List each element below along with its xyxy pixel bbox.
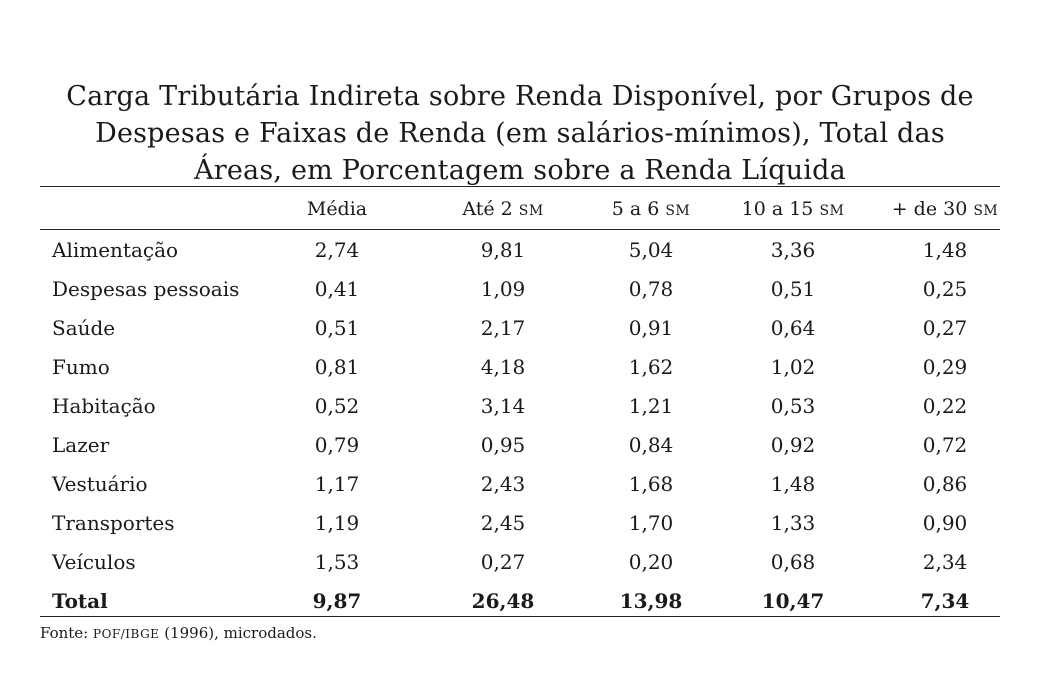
- table-cell: 0,81: [314, 355, 360, 379]
- total-cell: 7,34: [920, 589, 970, 613]
- column-header-10-a-15-sm: 10 a 15 SM: [741, 198, 845, 220]
- table-cell: 1,21: [628, 394, 674, 418]
- table-cell: 3,36: [770, 238, 816, 262]
- total-cell: 13,98: [619, 589, 683, 613]
- table-cell: 0,86: [922, 472, 968, 496]
- table-cell: 1,48: [922, 238, 968, 262]
- table-cell: 1,62: [628, 355, 674, 379]
- table-cell: 2,45: [480, 511, 526, 535]
- table-bottom-rule: [40, 616, 1000, 617]
- row-label: Alimentação: [52, 238, 179, 262]
- table-cell: 1,70: [628, 511, 674, 535]
- table-cell: 2,43: [480, 472, 526, 496]
- table-cell: 0,25: [922, 277, 968, 301]
- table-cell: 0,51: [770, 277, 816, 301]
- table-cell: 0,68: [770, 550, 816, 574]
- table-cell: 0,92: [770, 433, 816, 457]
- total-cell: 10,47: [761, 589, 825, 613]
- table-cell: 1,17: [314, 472, 360, 496]
- table-cell: 0,90: [922, 511, 968, 535]
- row-label: Vestuário: [52, 472, 148, 496]
- table-total-row: Total 9,87 26,48 13,98 10,47 7,34: [40, 581, 1000, 621]
- column-header-media: Média: [306, 198, 368, 220]
- table-row: Lazer 0,79 0,95 0,84 0,92 0,72: [40, 425, 1000, 465]
- table-cell: 0,53: [770, 394, 816, 418]
- row-label: Veículos: [52, 550, 136, 574]
- table-cell: 5,04: [628, 238, 674, 262]
- table-header-row: Média Até 2 SM 5 a 6 SM 10 a 15 SM + de …: [40, 188, 1000, 228]
- table-cell: 0,52: [314, 394, 360, 418]
- table-row: Alimentação 2,74 9,81 5,04 3,36 1,48: [40, 230, 1000, 270]
- table-row: Fumo 0,81 4,18 1,62 1,02 0,29: [40, 347, 1000, 387]
- table-row: Saúde 0,51 2,17 0,91 0,64 0,27: [40, 308, 1000, 348]
- table-cell: 0,95: [480, 433, 526, 457]
- table-row: Despesas pessoais 0,41 1,09 0,78 0,51 0,…: [40, 269, 1000, 309]
- column-header-5-a-6-sm: 5 a 6 SM: [611, 198, 691, 220]
- table-cell: 0,84: [628, 433, 674, 457]
- row-label: Despesas pessoais: [52, 277, 240, 301]
- table-cell: 2,34: [922, 550, 968, 574]
- total-cell: 9,87: [312, 589, 362, 613]
- table-cell: 1,48: [770, 472, 816, 496]
- table-cell: 0,22: [922, 394, 968, 418]
- row-label: Fumo: [52, 355, 110, 379]
- table-cell: 0,51: [314, 316, 360, 340]
- title-line: Carga Tributária Indireta sobre Renda Di…: [66, 81, 974, 112]
- table-cell: 0,72: [922, 433, 968, 457]
- table-cell: 0,91: [628, 316, 674, 340]
- total-cell: 26,48: [471, 589, 535, 613]
- row-label: Transportes: [52, 511, 175, 535]
- table-cell: 1,19: [314, 511, 360, 535]
- table-cell: 0,20: [628, 550, 674, 574]
- row-label: Lazer: [52, 433, 110, 457]
- total-label: Total: [52, 589, 108, 613]
- title-line: Áreas, em Porcentagem sobre a Renda Líqu…: [194, 155, 846, 186]
- table-cell: 0,79: [314, 433, 360, 457]
- table-cell: 1,02: [770, 355, 816, 379]
- table-cell: 1,33: [770, 511, 816, 535]
- table-row: Habitação 0,52 3,14 1,21 0,53 0,22: [40, 386, 1000, 426]
- table-cell: 1,09: [480, 277, 526, 301]
- table-cell: 0,41: [314, 277, 360, 301]
- table-cell: 0,78: [628, 277, 674, 301]
- table-cell: 1,53: [314, 550, 360, 574]
- table-cell: 0,64: [770, 316, 816, 340]
- table-row: Veículos 1,53 0,27 0,20 0,68 2,34: [40, 542, 1000, 582]
- table-cell: 2,74: [314, 238, 360, 262]
- table-cell: 1,68: [628, 472, 674, 496]
- title-line: Despesas e Faixas de Renda (em salários-…: [95, 118, 945, 149]
- table-cell: 0,27: [480, 550, 526, 574]
- table-cell: 4,18: [480, 355, 526, 379]
- table-top-rule: [40, 186, 1000, 187]
- table-header-rule: [40, 229, 1000, 230]
- table-row: Transportes 1,19 2,45 1,70 1,33 0,90: [40, 503, 1000, 543]
- row-label: Saúde: [52, 316, 116, 340]
- table-cell: 0,27: [922, 316, 968, 340]
- table-cell: 0,29: [922, 355, 968, 379]
- table-row: Vestuário 1,17 2,43 1,68 1,48 0,86: [40, 464, 1000, 504]
- column-header-ate-2-sm: Até 2 SM: [462, 198, 544, 220]
- column-header-mais-de-30-sm: + de 30 SM: [891, 198, 999, 220]
- table-cell: 2,17: [480, 316, 526, 340]
- table-cell: 3,14: [480, 394, 526, 418]
- table-title: Carga Tributária Indireta sobre Renda Di…: [40, 78, 1000, 189]
- row-label: Habitação: [52, 394, 156, 418]
- source-note: Fonte: POF/IBGE (1996), microdados.: [40, 624, 317, 642]
- table-cell: 9,81: [480, 238, 526, 262]
